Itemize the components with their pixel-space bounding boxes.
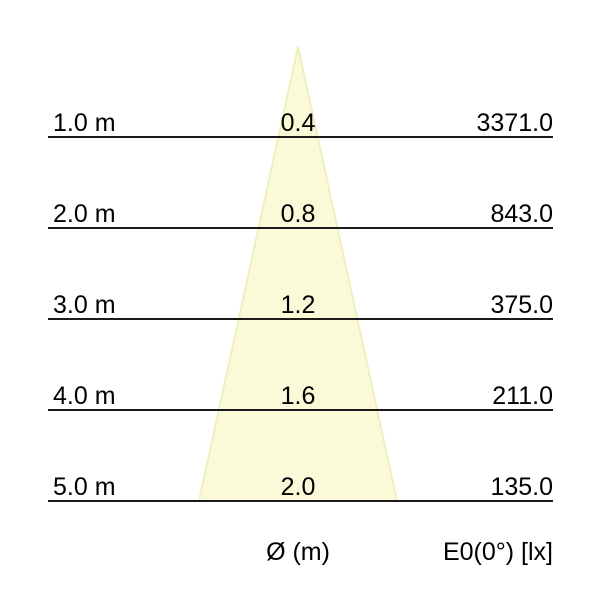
column-headers: Ø (m) E0(0°) [lx]	[0, 539, 600, 565]
table-row: 5.0 m 2.0 135.0	[0, 474, 600, 500]
distance-label: 4.0 m	[53, 382, 116, 410]
table-row: 2.0 m 0.8 843.0	[0, 201, 600, 227]
illuminance-value: 135.0	[490, 473, 553, 501]
beam-cone-shape	[198, 46, 398, 502]
table-row: 3.0 m 1.2 375.0	[0, 292, 600, 318]
illuminance-value: 211.0	[492, 382, 553, 410]
distance-label: 1.0 m	[53, 109, 116, 137]
distance-label: 3.0 m	[53, 291, 116, 319]
ruler-line-5m	[48, 500, 553, 502]
illuminance-value: 3371.0	[476, 109, 553, 137]
beam-diameter-value: 0.4	[280, 109, 316, 137]
ruler-line-1m	[48, 136, 553, 138]
illuminance-value: 843.0	[490, 200, 553, 228]
ruler-line-3m	[48, 318, 553, 320]
diameter-column-label: Ø (m)	[266, 538, 330, 566]
table-row: 1.0 m 0.4 3371.0	[0, 110, 600, 136]
beam-diameter-value: 2.0	[280, 473, 316, 501]
distance-label: 2.0 m	[53, 200, 116, 228]
ruler-line-2m	[48, 227, 553, 229]
beam-diameter-value: 1.2	[280, 291, 316, 319]
illuminance-value: 375.0	[490, 291, 553, 319]
beam-diameter-value: 1.6	[280, 382, 316, 410]
illuminance-column-label: E0(0°) [lx]	[442, 538, 553, 566]
beam-diameter-value: 0.8	[280, 200, 316, 228]
ruler-line-4m	[48, 409, 553, 411]
distance-label: 5.0 m	[53, 473, 116, 501]
table-row: 4.0 m 1.6 211.0	[0, 383, 600, 409]
